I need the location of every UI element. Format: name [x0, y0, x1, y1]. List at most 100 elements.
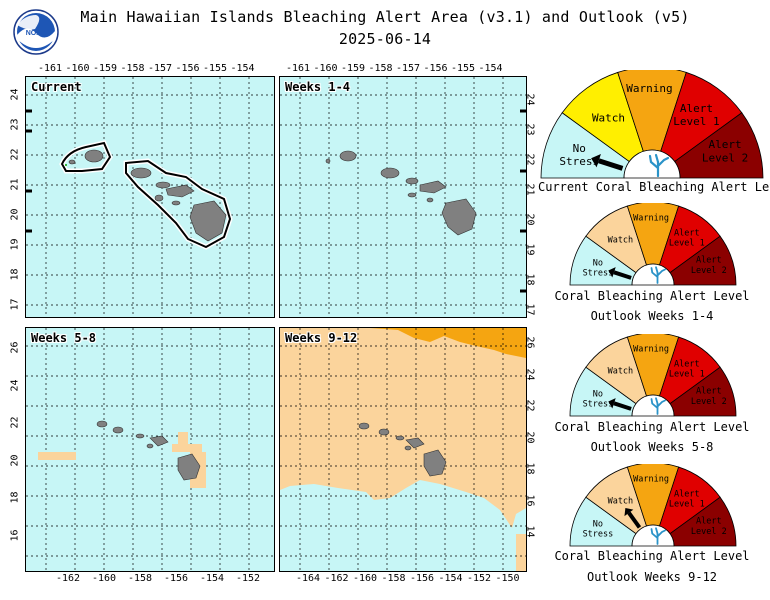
- axis-tick-label: -156: [423, 63, 448, 74]
- gauge-needle: [591, 154, 624, 171]
- gauge-needle: [608, 398, 632, 411]
- page-title: Main Hawaiian Islands Bleaching Alert Ar…: [80, 8, 690, 26]
- level-label-alert1-1: Alert: [674, 489, 700, 499]
- svg-text:NOAA: NOAA: [26, 30, 47, 37]
- level-label-warning: Warning: [626, 82, 672, 95]
- axis-tick-label: 18: [9, 491, 21, 504]
- level-label-alert2-2: Level 2: [702, 151, 748, 164]
- level-label-no-stress-2: Stress: [583, 269, 614, 279]
- level-label-watch: Watch: [608, 236, 634, 246]
- level-label-alert1-2: Level 1: [669, 499, 705, 509]
- level-label-no-stress-2: Stress: [559, 155, 599, 168]
- gauge-weeks5-8: No Stress Watch Warning Alert Level 1 Alert Lev…: [568, 332, 738, 418]
- level-label-alert1-1: Alert: [674, 228, 700, 238]
- level-label-no-stress-1: No: [573, 142, 586, 155]
- axis-tick-label: -159: [341, 63, 366, 74]
- axis-tick-label: 20: [9, 208, 21, 221]
- axis-tick-label: -160: [65, 63, 90, 74]
- level-label-alert2-2: Level 2: [691, 527, 727, 537]
- level-label-no-stress-1: No: [593, 258, 603, 268]
- level-label-warning: Warning: [633, 214, 669, 224]
- axis-tick-label: 16: [9, 528, 21, 542]
- panel-label-weeks1-4: Weeks 1-4: [285, 80, 351, 94]
- axis-tick-label: 24: [9, 378, 21, 392]
- axis-tick-label: -158: [128, 573, 153, 584]
- gauge-current: No Stress Watch Warning Alert Level 1 Alert Lev…: [538, 66, 766, 180]
- map-weeks1-4: [280, 77, 526, 317]
- level-label-alert2-1: Alert: [709, 138, 742, 151]
- gauge-current-caption: Current Coral Bleaching Alert Level: [538, 180, 770, 194]
- axis-tick-label: -160: [313, 63, 338, 74]
- panel-label-weeks5-8: Weeks 5-8: [31, 331, 97, 345]
- axis-tick-label: -162: [56, 573, 81, 584]
- coral-icon: [650, 266, 666, 284]
- map-current: [26, 77, 274, 317]
- level-label-warning: Warning: [633, 475, 669, 485]
- axis-tick-label: -158: [368, 63, 393, 74]
- axis-tick-label: -158: [120, 63, 145, 74]
- page-date: 2025-06-14: [338, 30, 432, 48]
- level-label-warning: Warning: [633, 345, 669, 355]
- noaa-logo: NOAA: [13, 9, 59, 55]
- level-label-no-stress-1: No: [593, 389, 603, 399]
- level-label-alert2-1: Alert: [696, 256, 722, 266]
- map-panel-weeks9-12: Weeks 9-12: [279, 327, 527, 572]
- level-label-no-stress-2: Stress: [583, 530, 614, 540]
- axis-tick-label: -154: [200, 573, 225, 584]
- level-label-alert2-2: Level 2: [691, 266, 727, 276]
- coral-icon: [648, 153, 670, 178]
- gauge-weeks1-4-period: Outlook Weeks 1-4: [590, 309, 714, 323]
- axis-tick-label: 26: [9, 341, 21, 354]
- axis-tick-label: -154: [478, 63, 503, 74]
- level-label-alert2-2: Level 2: [691, 397, 727, 407]
- level-label-alert1-1: Alert: [674, 359, 700, 369]
- axis-tick-label: -158: [381, 573, 406, 584]
- level-label-alert1-1: Alert: [680, 102, 713, 115]
- axis-tick-label: 19: [9, 238, 21, 251]
- level-label-alert2-1: Alert: [696, 517, 722, 527]
- level-label-alert1-2: Level 1: [669, 238, 705, 248]
- axis-tick-label: -155: [451, 63, 476, 74]
- axis-tick-label: 22: [9, 416, 21, 429]
- axis-tick-label: -162: [324, 573, 349, 584]
- gauge-weeks1-4: No Stress Watch Warning Alert Level 1 Alert Lev…: [568, 201, 738, 287]
- gauge-weeks5-8-caption: Coral Bleaching Alert Level: [554, 420, 750, 434]
- axis-tick-label: 23: [9, 118, 21, 131]
- map-weeks5-8: [26, 328, 274, 571]
- panel-label-weeks9-12: Weeks 9-12: [285, 331, 358, 345]
- gauge-weeks1-4-caption: Coral Bleaching Alert Level: [554, 289, 750, 303]
- axis-tick-label: -161: [286, 63, 311, 74]
- coral-icon: [650, 527, 666, 545]
- axis-tick-label: -160: [353, 573, 378, 584]
- gauge-weeks5-8-period: Outlook Weeks 5-8: [590, 440, 714, 454]
- map-panel-weeks5-8: Weeks 5-8: [25, 327, 275, 572]
- axis-tick-label: -154: [438, 573, 463, 584]
- level-label-no-stress-2: Stress: [583, 400, 614, 410]
- axis-tick-label: -156: [164, 573, 189, 584]
- axis-tick-label: 24: [9, 88, 21, 101]
- gauge-weeks9-12-caption: Coral Bleaching Alert Level: [554, 549, 750, 563]
- axis-tick-label: 18: [9, 268, 21, 281]
- axis-tick-label: -157: [148, 63, 173, 74]
- axis-tick-label: 21: [9, 178, 21, 191]
- axis-tick-label: -152: [236, 573, 261, 584]
- axis-tick-label: -160: [92, 573, 117, 584]
- map-panel-current: Current: [25, 76, 275, 318]
- gauge-weeks9-12-period: Outlook Weeks 9-12: [586, 570, 718, 584]
- axis-tick-label: -157: [396, 63, 421, 74]
- level-label-alert2-1: Alert: [696, 387, 722, 397]
- axis-tick-label: -161: [38, 63, 63, 74]
- axis-tick-label: -156: [410, 573, 435, 584]
- axis-tick-label: -159: [93, 63, 118, 74]
- level-label-watch: Watch: [592, 111, 625, 124]
- axis-tick-label: -156: [175, 63, 200, 74]
- gauge-needle: [608, 267, 632, 280]
- gauge-weeks9-12: No Stress Watch Warning Alert Level 1 Alert Lev…: [568, 462, 738, 548]
- axis-tick-label: -154: [230, 63, 255, 74]
- axis-tick-label: -150: [495, 573, 520, 584]
- panel-label-current: Current: [31, 80, 82, 94]
- axis-tick-label: -164: [296, 573, 321, 584]
- level-label-alert1-2: Level 1: [669, 369, 705, 379]
- level-label-alert1-2: Level 1: [673, 115, 719, 128]
- axis-tick-label: 22: [9, 148, 21, 161]
